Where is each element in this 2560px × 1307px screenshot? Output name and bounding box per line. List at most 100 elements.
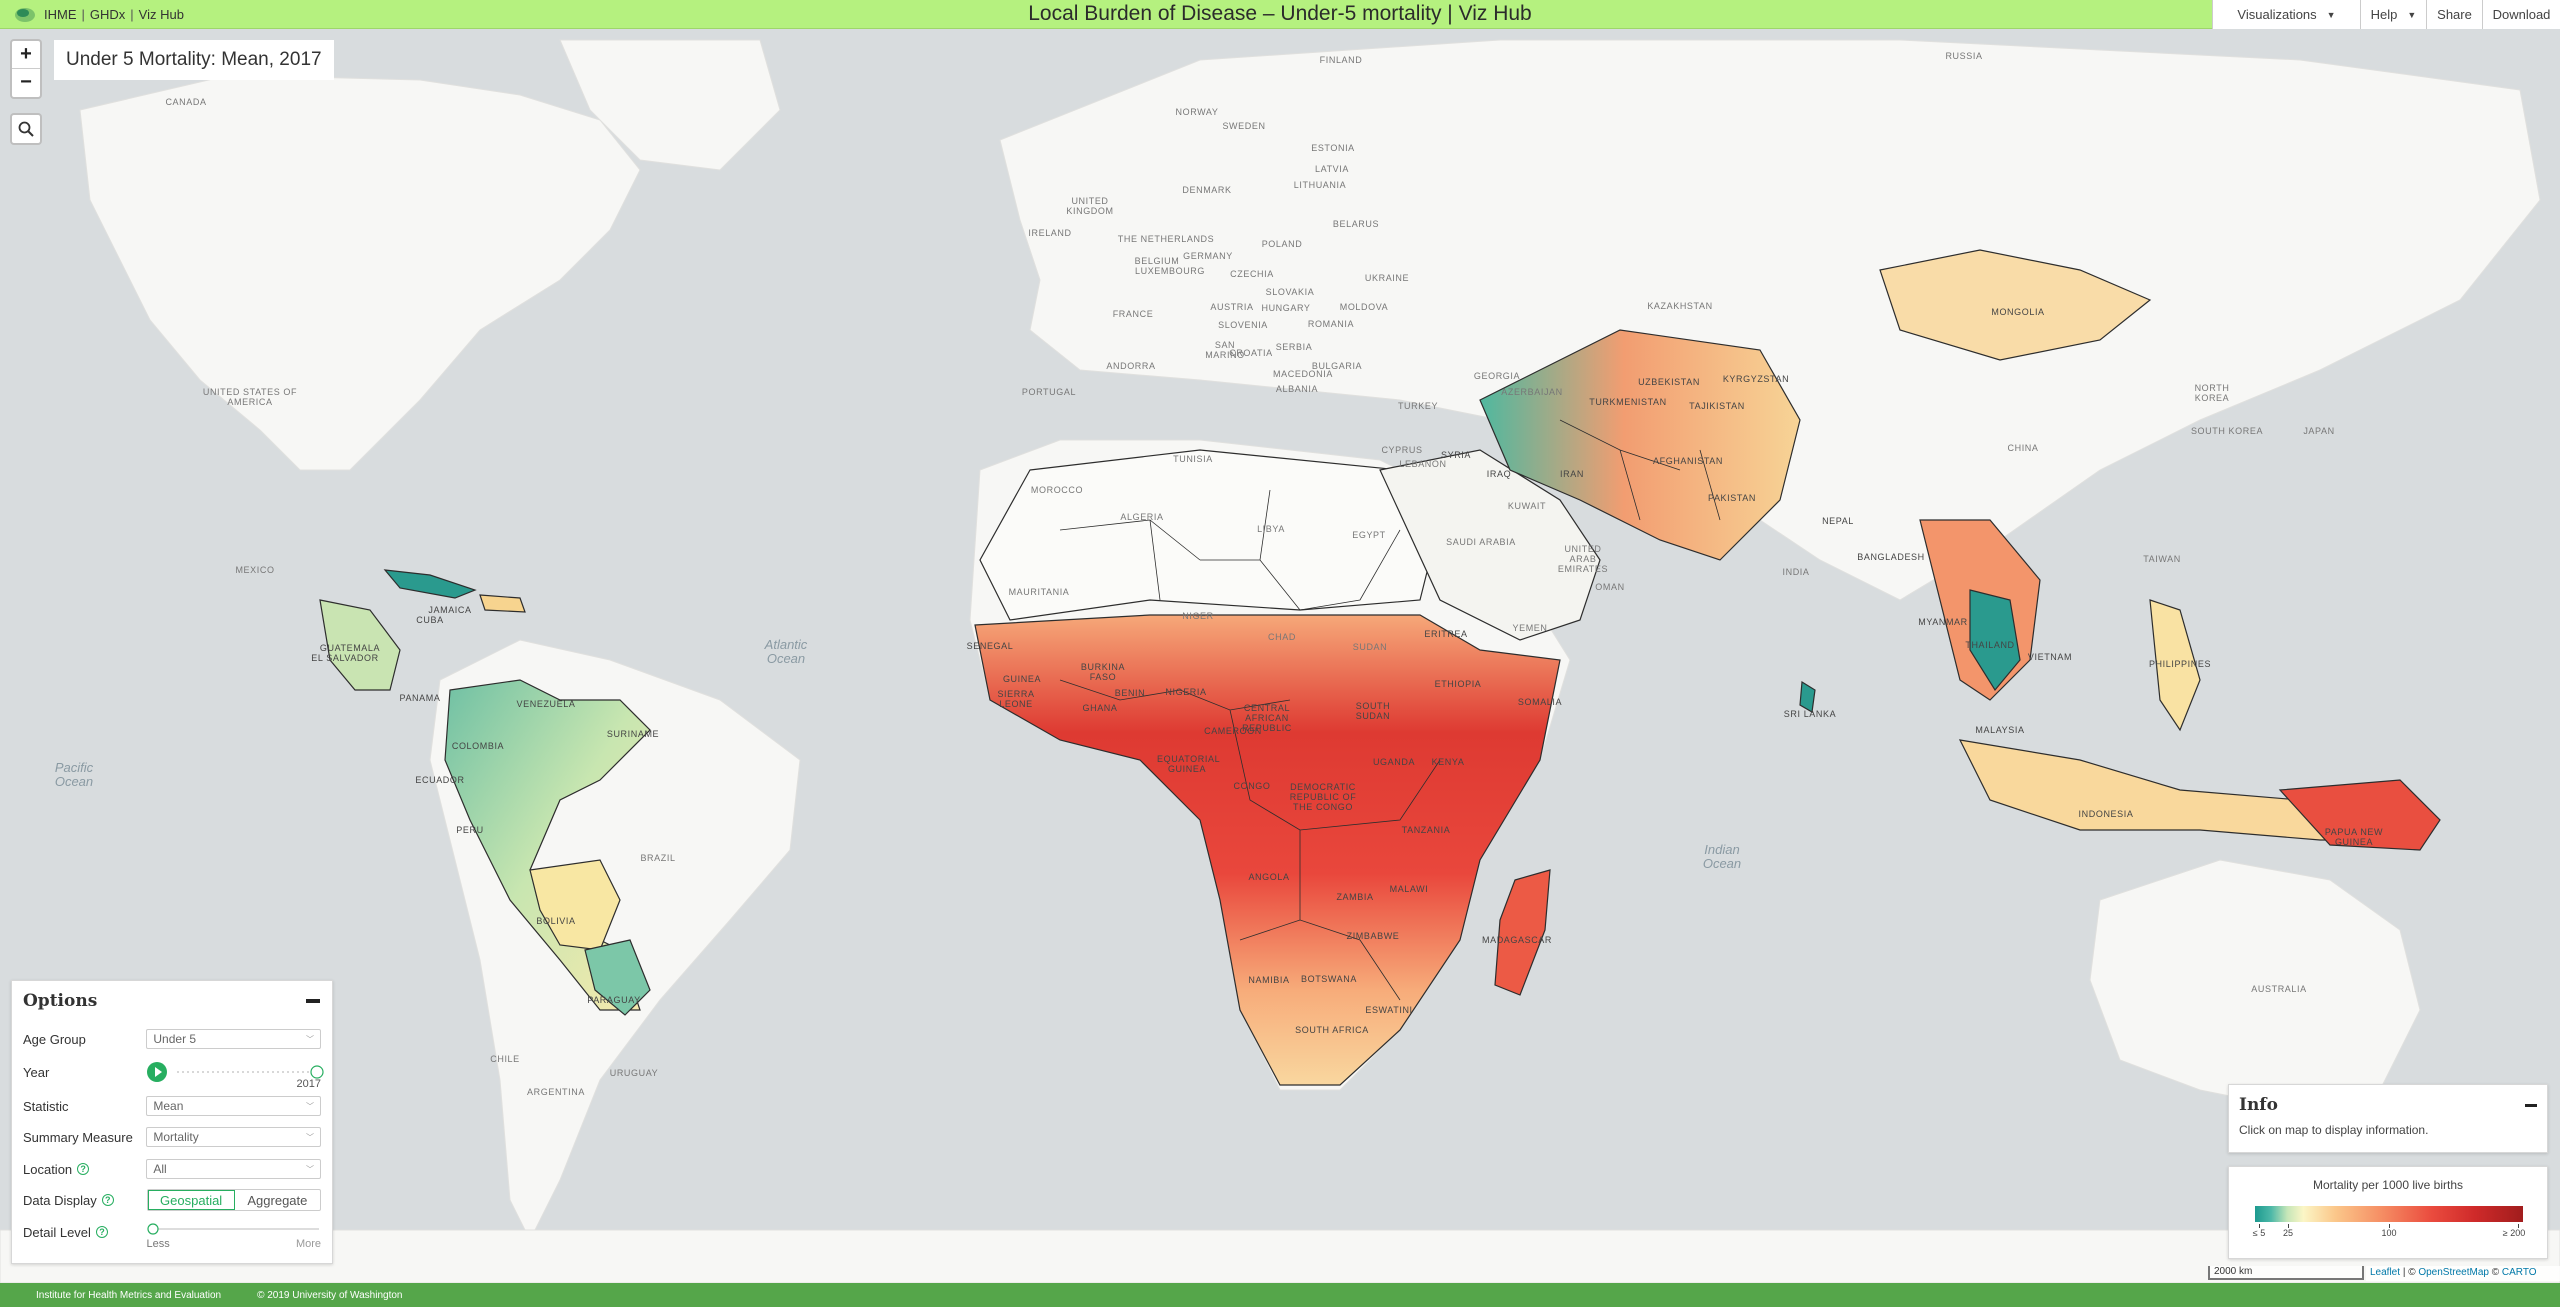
- attribution-sep: ©: [2491, 1267, 2500, 1278]
- download-button[interactable]: Download: [2482, 0, 2560, 29]
- country-label: Andorra: [1106, 361, 1156, 371]
- detail-level-slider[interactable]: [146, 1223, 325, 1237]
- country-label: Somalia: [1517, 697, 1563, 707]
- help-icon[interactable]: ?: [101, 1194, 114, 1206]
- map-canvas[interactable]: Canada United States of America Mexico C…: [0, 29, 2560, 1283]
- ghdx-link[interactable]: GHDx: [89, 6, 126, 22]
- minimize-icon[interactable]: [306, 999, 320, 1003]
- country-label: Colombia: [451, 741, 505, 751]
- country-label: Eswatini: [1365, 1005, 1413, 1015]
- carto-link[interactable]: CARTO: [2501, 1267, 2537, 1278]
- country-label: Equatorial Guinea: [1157, 754, 1221, 774]
- country-label: Japan: [2303, 426, 2335, 436]
- help-menu[interactable]: Help ▼: [2360, 0, 2426, 29]
- country-label: Romania: [1307, 319, 1355, 329]
- geospatial-option[interactable]: Geospatial: [147, 1190, 235, 1210]
- search-icon: [18, 121, 34, 137]
- country-label: Kyrgyzstan: [1722, 374, 1790, 384]
- share-button[interactable]: Share: [2426, 0, 2482, 29]
- year-slider-thumb[interactable]: [309, 1065, 324, 1079]
- country-label: Libya: [1257, 524, 1285, 534]
- play-icon[interactable]: [146, 1062, 167, 1082]
- viz-hub-link[interactable]: Viz Hub: [138, 6, 184, 22]
- ocean-label: Atlantic Ocean: [764, 637, 808, 666]
- country-label: Lebanon: [1399, 459, 1447, 469]
- central-asia-region: [1479, 329, 1801, 561]
- leaflet-link[interactable]: Leaflet: [2370, 1267, 2401, 1278]
- country-label: Ghana: [1082, 703, 1118, 713]
- summary-measure-select[interactable]: Mortality ﹀: [146, 1127, 321, 1147]
- footer-org: Institute for Health Metrics and Evaluat…: [36, 1289, 222, 1301]
- legend-tick-label: ≤ 5: [2252, 1228, 2266, 1238]
- mortality-regions: [319, 249, 2441, 1086]
- country-label: Papua New Guinea: [2324, 827, 2384, 847]
- options-panel: Options Age Group Under 5 ﹀ Year 2017 Sta…: [11, 980, 333, 1264]
- age-group-value: Under 5: [153, 1032, 197, 1046]
- country-label: Czechia: [1230, 269, 1274, 279]
- country-label: Eritrea: [1424, 629, 1468, 639]
- detail-level-thumb[interactable]: [146, 1223, 159, 1235]
- country-label: France: [1112, 309, 1154, 319]
- top-bar: IHME | GHDx | Viz Hub Local Burden of Di…: [0, 0, 2560, 29]
- visualizations-menu[interactable]: Visualizations ▼: [2212, 0, 2360, 29]
- mongolia-region: [1879, 249, 2152, 361]
- location-select[interactable]: All ﹀: [146, 1159, 321, 1179]
- country-label: Uruguay: [609, 1068, 659, 1078]
- map-search-button[interactable]: [10, 113, 42, 145]
- legend-tick: [2389, 1224, 2390, 1228]
- country-label: Ireland: [1028, 228, 1072, 238]
- country-label: Namibia: [1248, 975, 1290, 985]
- legend-title: Mortality per 1000 live births: [2312, 1178, 2464, 1192]
- age-group-row: Age Group Under 5 ﹀: [23, 1028, 321, 1050]
- help-label: Help: [2370, 7, 2398, 22]
- country-label: North Korea: [2194, 383, 2230, 403]
- country-label: Nigeria: [1165, 687, 1207, 697]
- age-group-select[interactable]: Under 5 ﹀: [146, 1029, 321, 1049]
- zoom-out-button[interactable]: −: [20, 71, 32, 93]
- country-label: Algeria: [1120, 512, 1164, 522]
- help-icon[interactable]: ?: [95, 1226, 108, 1238]
- footer: Institute for Health Metrics and Evaluat…: [0, 1283, 2560, 1307]
- country-label: Brazil: [640, 853, 676, 863]
- aggregate-option[interactable]: Aggregate: [247, 1192, 308, 1208]
- zoom-in-button[interactable]: +: [12, 41, 40, 69]
- country-label: Canada: [165, 97, 207, 107]
- ihme-link[interactable]: IHME: [44, 6, 77, 22]
- data-display-row: Data Display? Geospatial Aggregate: [23, 1189, 321, 1211]
- map-title: Under 5 Mortality: Mean, 2017: [54, 40, 334, 80]
- country-label: Suriname: [606, 729, 660, 739]
- country-label: Thailand: [1965, 640, 2015, 650]
- location-label-wrap: Location?: [23, 1162, 146, 1177]
- minimize-icon[interactable]: [2525, 1104, 2537, 1107]
- chevron-down-icon: ﹀: [306, 1034, 314, 1044]
- country-label: Cuba: [416, 615, 444, 625]
- legend-color-bar: [2255, 1206, 2523, 1222]
- country-label: Belgium: [1134, 256, 1180, 266]
- chevron-down-icon: ﹀: [306, 1101, 314, 1111]
- statistic-select[interactable]: Mean ﹀: [146, 1096, 321, 1116]
- country-label: Sweden: [1222, 121, 1266, 131]
- zoom-control: + −: [10, 39, 42, 99]
- chevron-down-icon: ﹀: [306, 1164, 314, 1174]
- openstreetmap-link[interactable]: OpenStreetMap: [2418, 1267, 2489, 1278]
- paraguay-region: [584, 939, 651, 1016]
- data-display-label-wrap: Data Display?: [23, 1193, 147, 1208]
- location-value: All: [153, 1162, 167, 1176]
- country-label: Mauritania: [1008, 587, 1070, 597]
- country-label: Vietnam: [2027, 652, 2073, 662]
- country-label: Slovenia: [1218, 320, 1268, 330]
- detail-level-row: Detail Level? Less More: [23, 1221, 321, 1253]
- country-label: Myanmar: [1918, 617, 1968, 627]
- country-label: United States of America: [202, 387, 298, 407]
- country-label: Uzbekistan: [1638, 377, 1700, 387]
- country-label: Latvia: [1315, 164, 1349, 174]
- country-label: El Salvador: [311, 653, 379, 663]
- year-slider[interactable]: [175, 1065, 325, 1081]
- country-label: Zimbabwe: [1346, 931, 1400, 941]
- brand-separator: |: [81, 6, 85, 22]
- country-label: Pakistan: [1708, 493, 1756, 503]
- map-svg[interactable]: [0, 29, 2560, 1283]
- help-icon[interactable]: ?: [77, 1163, 90, 1175]
- country-label: Venezuela: [516, 699, 576, 709]
- country-label: Botswana: [1301, 974, 1357, 984]
